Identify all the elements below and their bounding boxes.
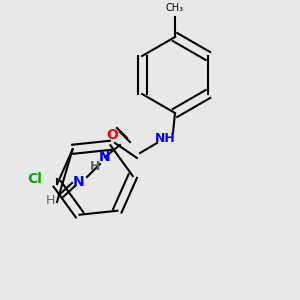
Text: H: H — [46, 194, 55, 206]
Text: Cl: Cl — [27, 172, 42, 186]
Text: NH: NH — [154, 131, 176, 145]
Text: CH₃: CH₃ — [166, 3, 184, 13]
Text: H: H — [90, 160, 100, 173]
Text: O: O — [106, 128, 118, 142]
Text: N: N — [99, 150, 111, 164]
Text: N: N — [73, 175, 85, 189]
